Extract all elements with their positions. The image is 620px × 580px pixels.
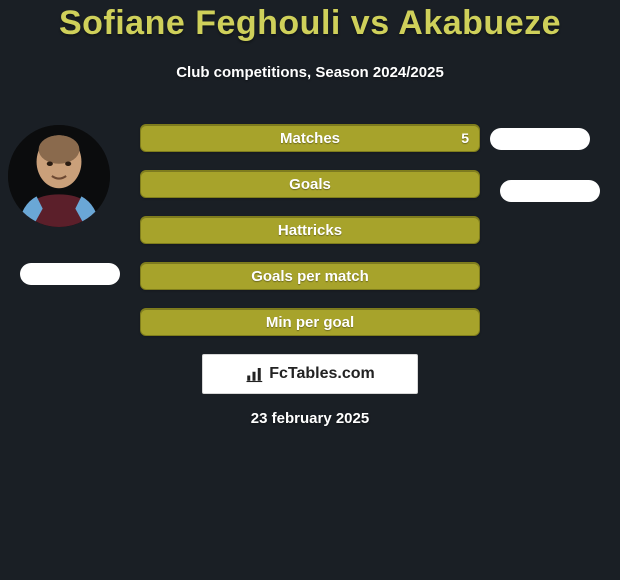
brand-text: FcTables.com <box>269 365 375 383</box>
stat-bar-label: Goals <box>141 171 479 197</box>
player-right-name-pill <box>490 128 590 150</box>
stat-bar: Min per goal <box>140 308 480 336</box>
stat-bar: Goals per match <box>140 262 480 290</box>
stat-bar-label: Min per goal <box>141 309 479 335</box>
page-title: Sofiane Feghouli vs Akabueze <box>0 4 620 43</box>
subtitle: Club competitions, Season 2024/2025 <box>0 64 620 81</box>
player-left-avatar <box>8 125 110 227</box>
stat-bar-label: Goals per match <box>141 263 479 289</box>
stat-bar-label: Hattricks <box>141 217 479 243</box>
date-text: 23 february 2025 <box>0 410 620 427</box>
stat-bar: Matches5 <box>140 124 480 152</box>
bar-chart-icon <box>245 365 263 383</box>
stat-bar: Hattricks <box>140 216 480 244</box>
comparison-bars: Matches5 Goals Hattricks Goals per match Min… <box>140 124 480 354</box>
brand-badge[interactable]: FcTables.com <box>202 354 418 394</box>
stat-bar-label: Matches <box>141 125 479 151</box>
player-left-name-pill <box>20 263 120 285</box>
avatar-illustration <box>8 125 110 227</box>
stat-bar-value-right: 5 <box>461 125 469 151</box>
player-right-extra-pill <box>500 180 600 202</box>
stat-bar: Goals <box>140 170 480 198</box>
